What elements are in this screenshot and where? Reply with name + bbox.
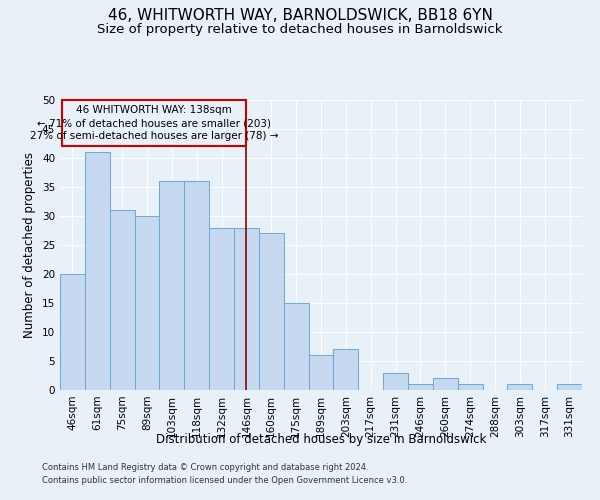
Bar [557,384,582,390]
Y-axis label: Number of detached properties: Number of detached properties [23,152,37,338]
Bar [184,181,209,390]
Text: Distribution of detached houses by size in Barnoldswick: Distribution of detached houses by size … [156,432,486,446]
Text: Contains HM Land Registry data © Crown copyright and database right 2024.: Contains HM Land Registry data © Crown c… [42,464,368,472]
Bar [259,234,284,390]
Bar [284,303,308,390]
Bar [160,181,184,390]
Bar [209,228,234,390]
Bar [60,274,85,390]
Bar [234,228,259,390]
Bar [308,355,334,390]
Bar [134,216,160,390]
Bar [408,384,433,390]
Bar [458,384,482,390]
Text: 46 WHITWORTH WAY: 138sqm
← 71% of detached houses are smaller (203)
27% of semi-: 46 WHITWORTH WAY: 138sqm ← 71% of detach… [30,105,278,142]
FancyBboxPatch shape [62,100,245,146]
Bar [85,152,110,390]
Bar [508,384,532,390]
Bar [433,378,458,390]
Bar [383,372,408,390]
Bar [110,210,134,390]
Bar [334,350,358,390]
Text: Size of property relative to detached houses in Barnoldswick: Size of property relative to detached ho… [97,22,503,36]
Text: 46, WHITWORTH WAY, BARNOLDSWICK, BB18 6YN: 46, WHITWORTH WAY, BARNOLDSWICK, BB18 6Y… [107,8,493,22]
Text: Contains public sector information licensed under the Open Government Licence v3: Contains public sector information licen… [42,476,407,485]
